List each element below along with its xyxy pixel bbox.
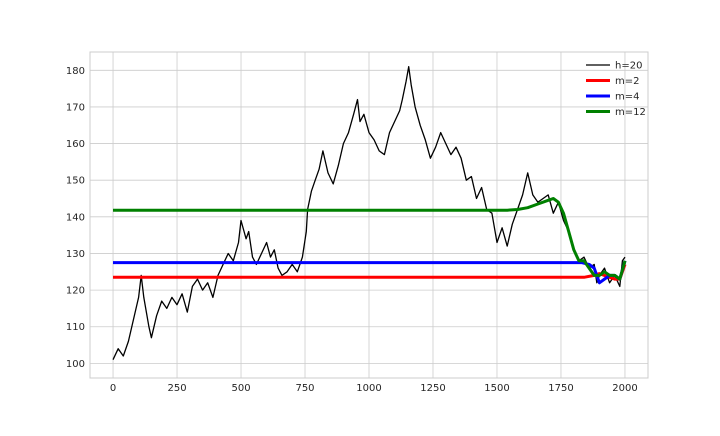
x-tick-label: 500	[231, 383, 250, 394]
x-tick-label: 1250	[420, 383, 445, 394]
y-tick-label: 110	[66, 322, 85, 333]
y-tick-label: 140	[66, 212, 85, 223]
series-lines	[112, 66, 627, 360]
x-tick-label: 2000	[612, 383, 637, 394]
legend-label: m=4	[615, 92, 639, 103]
y-tick-label: 130	[66, 249, 85, 260]
x-tick-label: 1750	[548, 383, 573, 394]
series-line-1	[112, 66, 626, 360]
gridlines	[90, 52, 648, 378]
legend-label: m=2	[615, 76, 639, 87]
legend: h=20 m=2 m=4 m=12	[586, 61, 646, 118]
x-tick-label: 1000	[356, 383, 381, 394]
plot-frame	[89, 51, 649, 379]
x-tick-label: 1500	[484, 383, 509, 394]
y-axis-ticks: 100 110 120 130 140 150 160 170 180	[66, 66, 85, 370]
x-tick-label: 0	[110, 383, 116, 394]
series-line-4	[113, 197, 627, 281]
y-tick-label: 180	[66, 66, 85, 77]
legend-label: m=12	[615, 107, 646, 118]
x-tick-label: 750	[295, 383, 314, 394]
x-axis-ticks: 0 250 500 750 1000 1250 1500 1750 2000	[110, 383, 638, 394]
y-tick-label: 100	[66, 359, 85, 370]
x-tick-label: 250	[167, 383, 186, 394]
y-tick-label: 160	[66, 139, 85, 150]
y-tick-label: 150	[66, 176, 85, 187]
y-tick-label: 170	[66, 102, 85, 113]
y-tick-label: 120	[66, 286, 85, 297]
legend-label: h=20	[615, 61, 642, 72]
